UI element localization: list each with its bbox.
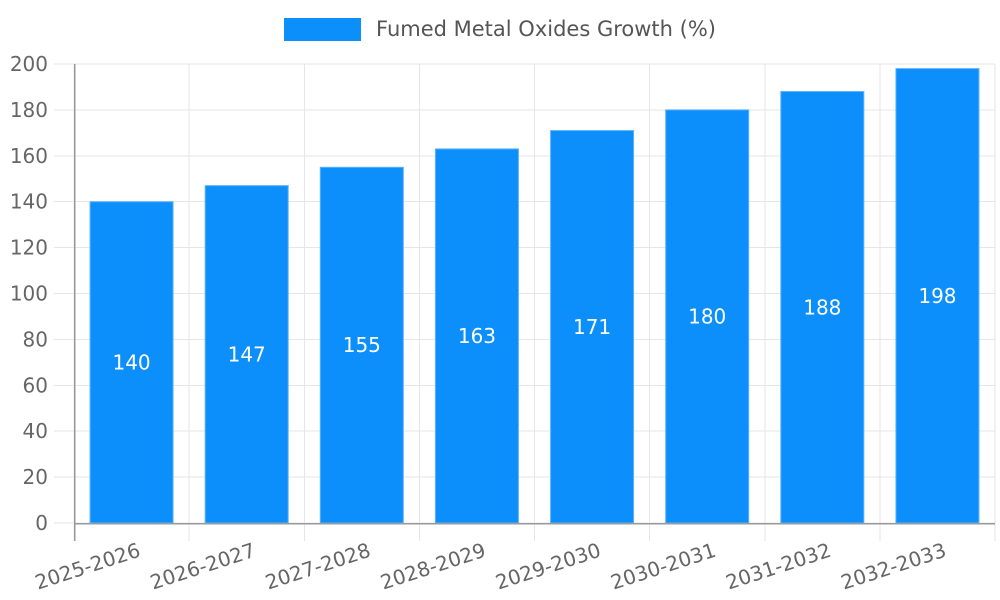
legend-swatch [284,18,362,41]
y-tick-label: 140 [10,190,48,214]
bar[interactable] [319,166,404,524]
legend-item[interactable]: Fumed Metal Oxides Growth (%) [0,18,1000,41]
x-tick-label: 2026-2027 [147,538,258,595]
x-tick-label: 2025-2026 [32,538,143,595]
x-tick-label: 2029-2030 [493,538,604,595]
bar[interactable] [780,91,865,524]
y-tick-label: 60 [23,373,48,397]
y-tick-label: 20 [23,465,48,489]
y-tick-label: 80 [23,327,48,351]
bar[interactable] [895,68,980,524]
bar[interactable] [434,148,519,524]
x-tick-label: 2028-2029 [377,538,488,595]
legend-label: Fumed Metal Oxides Growth (%) [376,17,716,41]
bar[interactable] [204,185,289,524]
bar-value-label: 163 [458,324,496,348]
bar-value-label: 180 [688,304,726,328]
y-tick-label: 0 [35,511,48,535]
bar-value-label: 147 [228,342,266,366]
bar-value-label: 198 [918,284,956,308]
y-tick-label: 200 [10,52,48,76]
x-tick-label: 2027-2028 [262,538,373,595]
y-tick-label: 160 [10,144,48,168]
bar[interactable] [550,130,635,524]
x-tick-label: 2030-2031 [608,538,719,595]
bar[interactable] [89,201,174,524]
bar-value-label: 171 [573,315,611,339]
x-tick-label: 2032-2033 [838,538,949,595]
bar-value-label: 188 [803,295,841,319]
bar-value-label: 155 [343,333,381,357]
y-tick-label: 180 [10,98,48,122]
bar-value-label: 140 [112,350,150,374]
x-tick-label: 2031-2032 [723,538,834,595]
bar[interactable] [665,109,750,524]
y-tick-label: 40 [23,419,48,443]
y-tick-label: 100 [10,282,48,306]
y-tick-label: 120 [10,236,48,260]
